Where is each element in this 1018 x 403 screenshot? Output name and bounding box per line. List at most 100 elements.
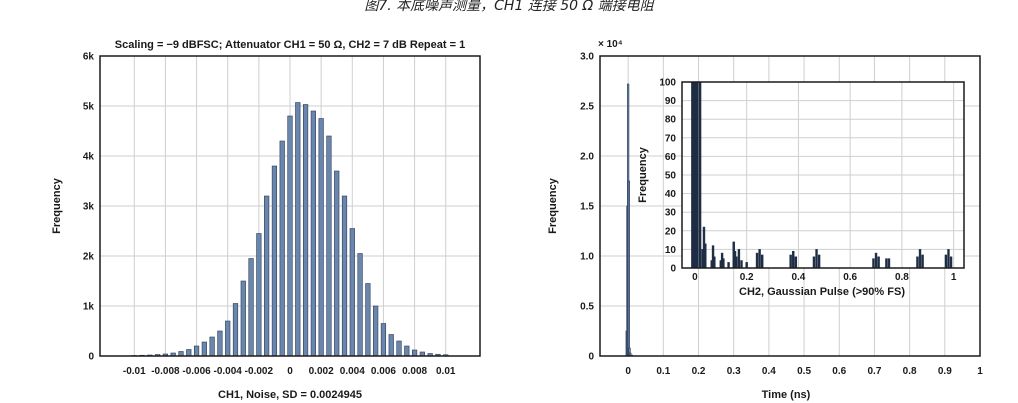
noise-histogram-bar (388, 334, 394, 357)
inset-x-tick-label: 0.6 (843, 272, 857, 283)
pulse-time-y-tick-label: 0 (588, 352, 594, 363)
inset-bar (722, 258, 725, 269)
noise-histogram-y-tick-label: 3k (83, 202, 95, 213)
inset-bar (812, 256, 816, 269)
noise-histogram-x-tick-label: 0.006 (371, 366, 396, 377)
noise-histogram-bar (248, 258, 254, 357)
noise-histogram-bar (373, 305, 379, 357)
noise-histogram-x-tick-label: 0.01 (436, 366, 456, 377)
noise-histogram-bar (240, 280, 246, 357)
figure-caption: 图7. 本底噪声测量，CH1 连接 50 Ω 端接电阻 (364, 0, 654, 14)
pulse-time-x-tick-label: 0.4 (762, 366, 776, 377)
noise-histogram-x-tick-label: -0.01 (123, 366, 146, 377)
inset-bar (944, 254, 948, 269)
inset-bar (698, 81, 702, 269)
inset-bar (713, 256, 716, 269)
noise-histogram-bar (404, 345, 410, 357)
pulse-time-x-tick-label: 0.2 (692, 366, 706, 377)
noise-histogram-title: Scaling = −9 dBFSC; Attenuator CH1 = 50 … (115, 39, 465, 51)
noise-histogram-bar (326, 135, 332, 357)
pulse-time-y-tick-label: 2.0 (580, 152, 594, 163)
inset-bar (817, 254, 821, 269)
inset-y-axis-label: Frequency (637, 146, 649, 203)
noise-histogram-bar (264, 195, 270, 357)
inset-bar (874, 252, 878, 269)
noise-histogram-bar (310, 110, 316, 357)
inset-bar (872, 258, 875, 269)
inset-bar (949, 256, 953, 269)
inset-bar (885, 258, 888, 269)
pulse-time-x-tick-label: 0.3 (727, 366, 741, 377)
noise-histogram-y-tick-label: 0 (88, 352, 94, 363)
inset-bar (789, 254, 792, 269)
pulse-time-y-tick-label: 1.5 (580, 202, 594, 213)
noise-histogram-bar (217, 330, 223, 357)
noise-histogram-bar (193, 345, 200, 357)
inset-y-tick-label: 20 (665, 226, 677, 237)
noise-histogram-bar (287, 115, 293, 357)
inset-bar (704, 243, 707, 269)
noise-histogram-bar (380, 323, 387, 357)
inset-bar (794, 256, 798, 269)
pulse-time-x-tick-label: 0.8 (903, 366, 917, 377)
noise-histogram-y-tick-label: 2k (83, 252, 95, 263)
pulse-time-x-tick-label: 0.5 (797, 366, 811, 377)
noise-histogram-x-axis-label: CH1, Noise, SD = 0.0024945 (218, 389, 362, 401)
pulse-time-y-tick-label: 0.5 (580, 302, 594, 313)
inset-x-tick-label: 1 (951, 272, 957, 283)
noise-histogram-bar (341, 195, 348, 357)
inset-y-tick-label: 30 (665, 208, 677, 219)
pulse-time-x-axis-label: Time (ns) (762, 389, 811, 401)
noise-histogram-bar (201, 341, 207, 357)
noise-histogram-y-tick-label: 1k (83, 302, 95, 313)
inset-y-tick-label: 100 (659, 78, 676, 89)
inset-bar (740, 260, 743, 269)
inset-y-tick-label: 0 (670, 264, 676, 275)
pulse-time-y-tick-label: 1.0 (580, 252, 594, 263)
noise-histogram-bar (396, 340, 402, 357)
inset-bar (737, 249, 741, 269)
noise-histogram-bar (256, 233, 262, 357)
noise-histogram-bar (271, 165, 278, 357)
pulse-time-y-tick-label: 2.5 (580, 102, 594, 113)
inset-bar (761, 254, 764, 269)
pulse-time-x-tick-label: 1 (977, 366, 983, 377)
pulse-time-histogram-chart: 0 0.1 0.2 0.3 0.4 0.5 0.6 0.7 0.8 0.9 100.51.01.52… (547, 39, 983, 401)
inset-y-tick-label: 10 (665, 245, 677, 256)
inset-bar (745, 262, 748, 269)
inset-y-tick-label: 50 (665, 171, 677, 182)
noise-histogram-y-axis-label: Frequency (51, 177, 63, 234)
noise-histogram-bar (279, 140, 285, 357)
noise-histogram-bar (318, 118, 324, 357)
inset-y-tick-label: 60 (665, 152, 677, 163)
inset-bar (758, 249, 761, 269)
noise-histogram-chart: -0.01 -0.008 -0.006 -0.004 -0.002 0 0.002 0.004… (51, 39, 481, 401)
inset-x-tick-label: 0 (692, 272, 698, 283)
noise-histogram-x-tick-label: -0.004 (214, 366, 243, 377)
noise-histogram-bar (411, 349, 418, 357)
noise-histogram-bar (302, 104, 309, 357)
inset-x-tick-label: 0.8 (895, 272, 909, 283)
pulse-time-y-axis-label: Frequency (547, 177, 559, 234)
noise-histogram-x-tick-label: 0.008 (402, 366, 427, 377)
noise-histogram-bar (334, 170, 340, 357)
noise-histogram-bar (349, 228, 355, 357)
inset-bar (815, 249, 818, 269)
pulse-time-x-tick-label: 0.6 (832, 366, 846, 377)
noise-histogram-x-tick-label: -0.008 (151, 366, 180, 377)
inset-bar (727, 262, 730, 269)
pulse-time-plot-frame (599, 55, 981, 357)
inset-bar (755, 252, 759, 269)
pulse-time-x-tick-label: 0.7 (867, 366, 881, 377)
noise-histogram-bar (232, 303, 239, 357)
noise-histogram-x-tick-label: -0.006 (182, 366, 211, 377)
inset-x-tick-label: 0.4 (791, 272, 805, 283)
noise-histogram-y-tick-label: 5k (83, 102, 95, 113)
pulse-time-y-tick-label: 3.0 (580, 52, 594, 63)
inset-bar (921, 254, 924, 269)
pulse-time-y-multiplier: × 10⁴ (598, 39, 623, 50)
inset-bar (735, 256, 738, 269)
noise-histogram-bar (225, 320, 231, 357)
noise-histogram-x-tick-label: -0.002 (245, 366, 274, 377)
